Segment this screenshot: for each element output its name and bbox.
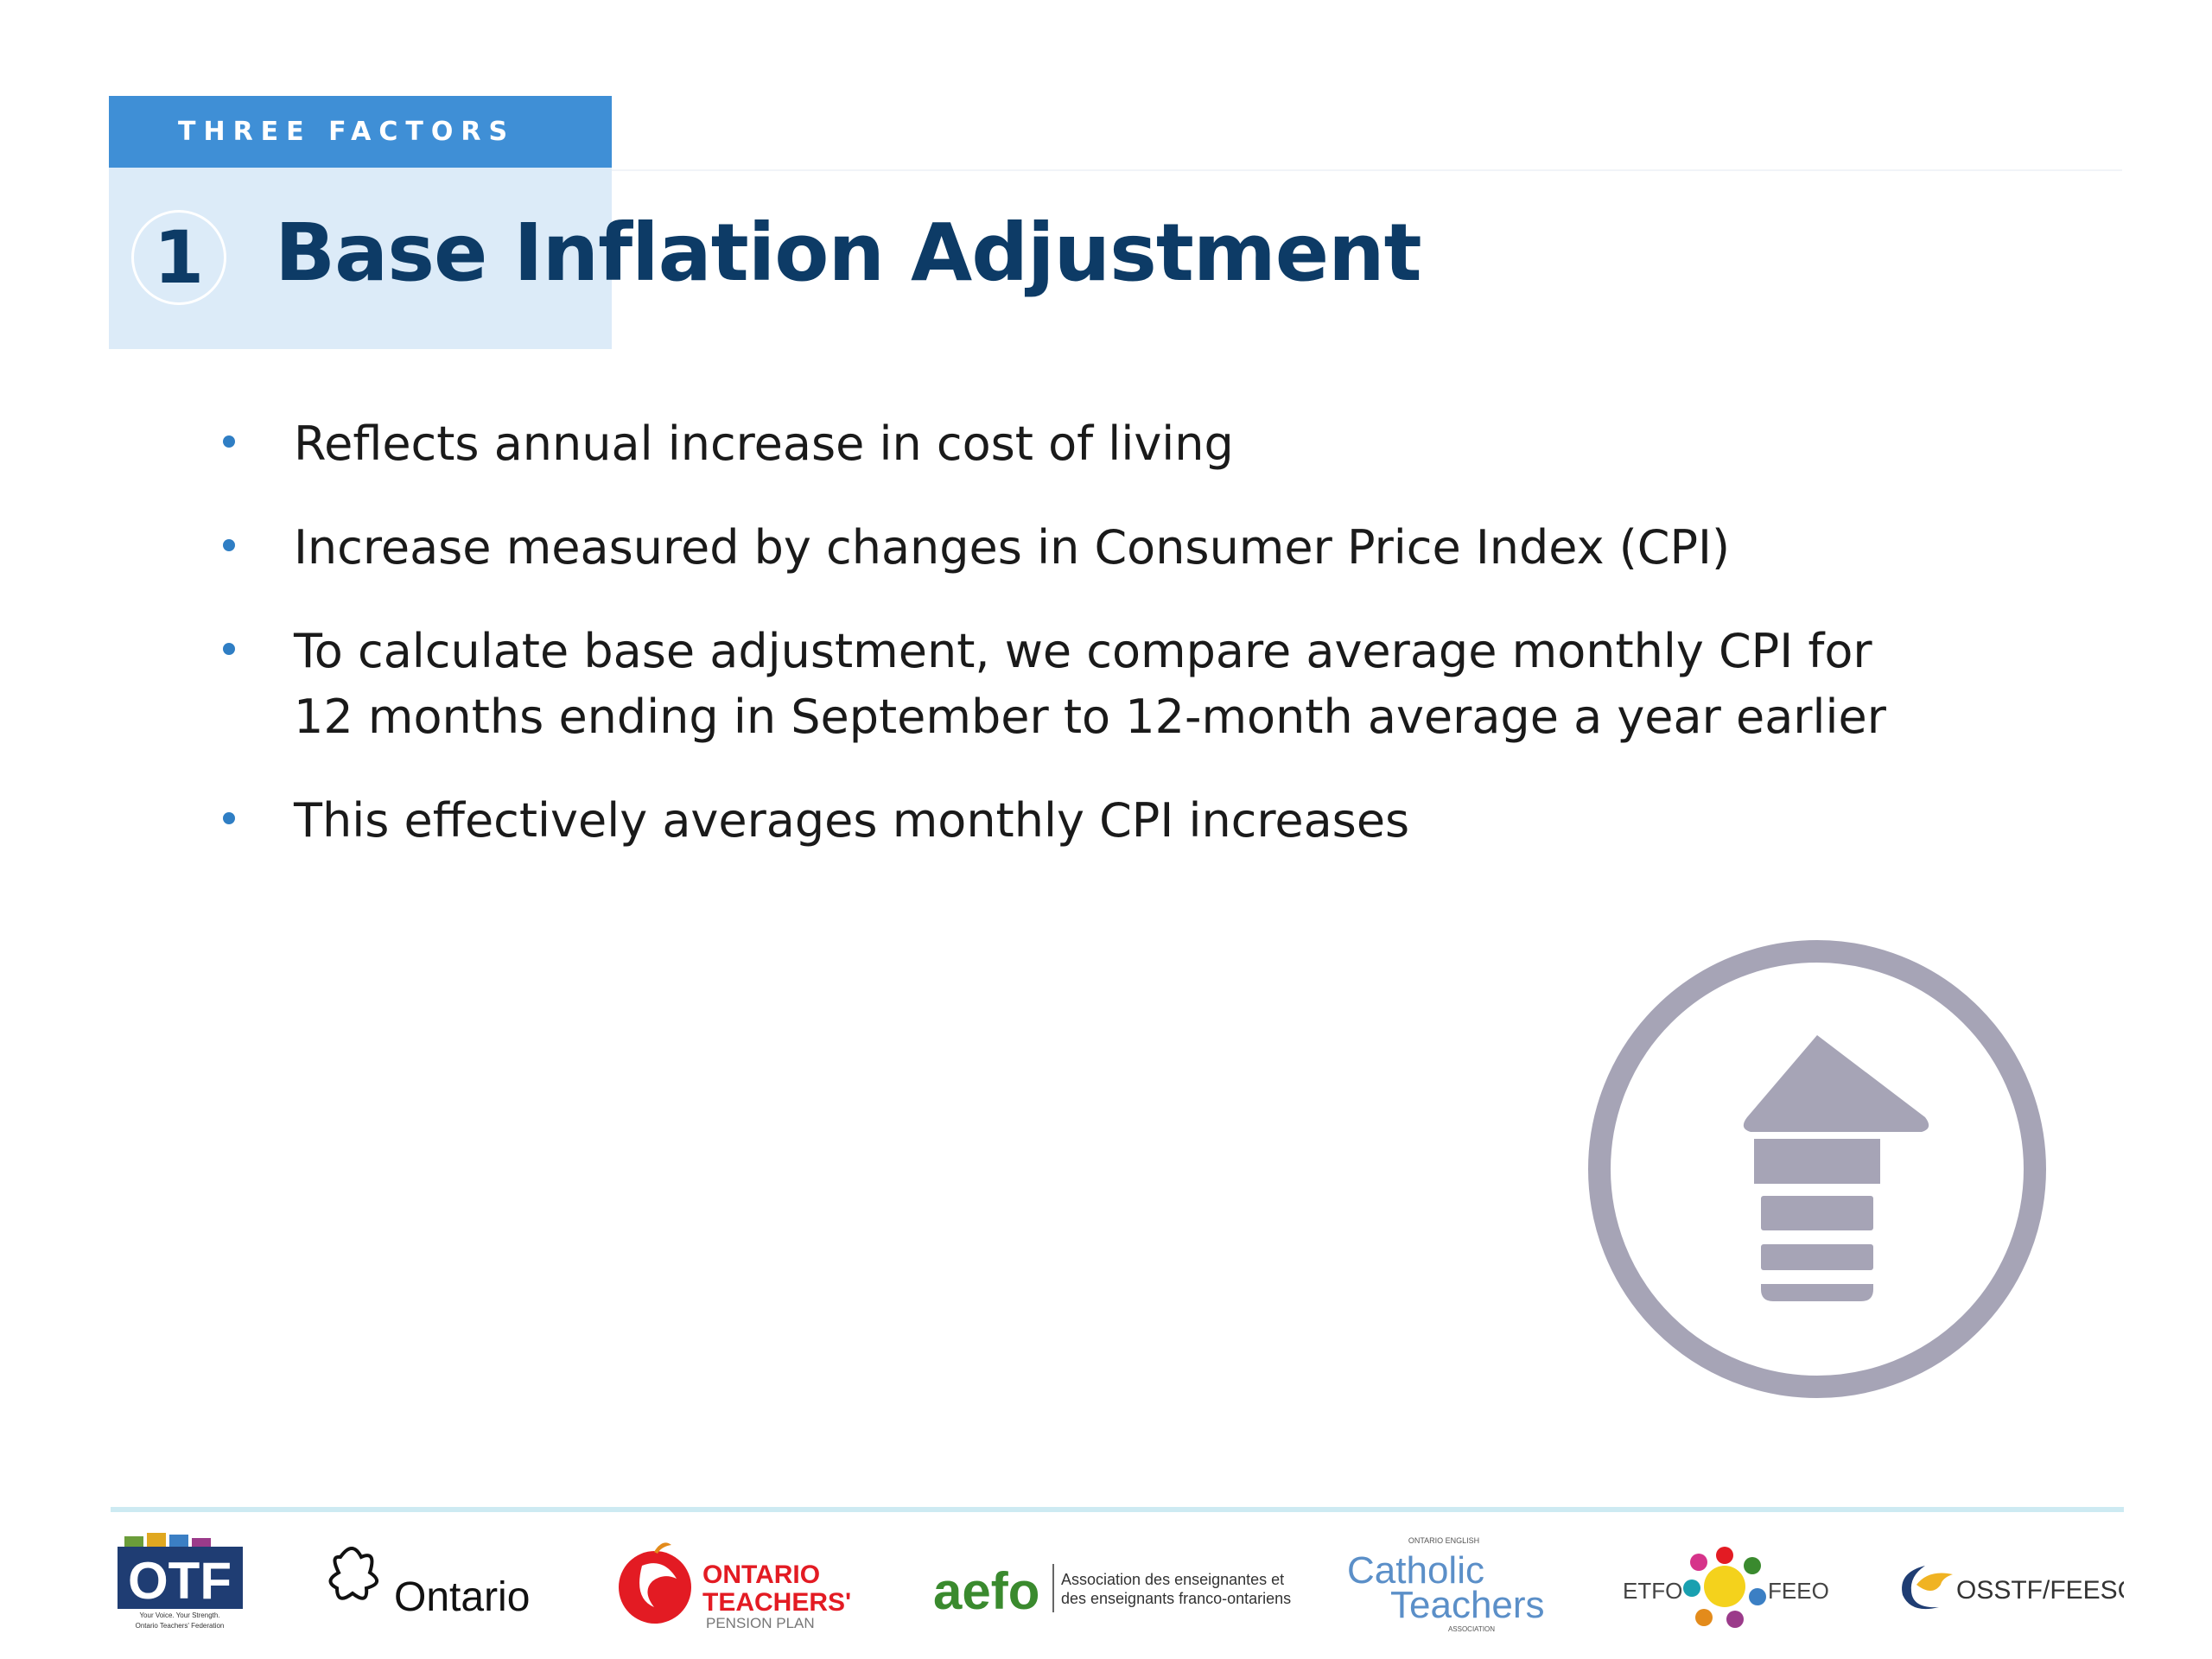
aefo-line2: des enseignants franco-ontariens bbox=[1061, 1590, 1291, 1607]
ottp-line3: PENSION PLAN bbox=[706, 1615, 815, 1631]
bullet-dot bbox=[223, 812, 235, 824]
bullet-item: This effectively averages monthly CPI in… bbox=[223, 788, 1908, 854]
bullet-text: This effectively averages monthly CPI in… bbox=[294, 793, 1410, 848]
otf-tagline: Your Voice. Your Strength. bbox=[139, 1611, 219, 1619]
ottp-logo: ONTARIO TEACHERS' PENSION PLAN bbox=[619, 1542, 851, 1631]
bullet-dot bbox=[223, 643, 235, 655]
bullet-dot bbox=[223, 539, 235, 551]
footer-rule bbox=[111, 1507, 2124, 1512]
otf-subtitle: Ontario Teachers' Federation bbox=[136, 1622, 225, 1630]
aefo-logo: aefo Association des enseignantes et des… bbox=[933, 1562, 1291, 1620]
etfo-left: ETFO bbox=[1623, 1578, 1682, 1604]
section-number: 1 bbox=[131, 210, 226, 305]
etfo-right: FEEO bbox=[1768, 1578, 1829, 1604]
bullet-item: To calculate base adjustment, we compare… bbox=[223, 619, 1908, 750]
up-arrow-circle-icon bbox=[1588, 940, 2046, 1398]
oecta-line1: Catholic bbox=[1347, 1549, 1484, 1592]
etfo-logo: ETFO FEEO bbox=[1623, 1547, 1829, 1628]
bullet-text: Reflects annual increase in cost of livi… bbox=[294, 416, 1234, 471]
ontario-text: Ontario bbox=[394, 1574, 530, 1620]
bullet-item: Reflects annual increase in cost of livi… bbox=[223, 411, 1908, 477]
ottp-line1: ONTARIO bbox=[702, 1560, 820, 1589]
bullet-text-line: 12 months ending in September to 12-mont… bbox=[294, 690, 1886, 744]
bullet-dot bbox=[223, 435, 235, 448]
osstf-text: OSSTF/FEESO bbox=[1956, 1576, 2124, 1605]
oecta-logo: ONTARIO ENGLISH Catholic Teachers ASSOCI… bbox=[1347, 1536, 1545, 1633]
otf-logo: OTF Your Voice. Your Strength. Ontario T… bbox=[118, 1533, 243, 1630]
title-rule bbox=[109, 169, 2122, 171]
oecta-top: ONTARIO ENGLISH bbox=[1408, 1536, 1479, 1545]
oecta-bottom: ASSOCIATION bbox=[1448, 1625, 1495, 1633]
ottp-line2: TEACHERS' bbox=[702, 1588, 851, 1617]
slide-title: Base Inflation Adjustment bbox=[275, 207, 1422, 299]
section-tag: THREE FACTORS bbox=[109, 96, 612, 168]
osstf-logo: OSSTF/FEESO bbox=[1902, 1566, 2124, 1610]
partner-logos: OTF Your Voice. Your Strength. Ontario T… bbox=[111, 1531, 2124, 1635]
aefo-line1: Association des enseignantes et bbox=[1061, 1571, 1284, 1588]
oecta-line2: Teachers bbox=[1390, 1584, 1545, 1626]
bullet-text: Increase measured by changes in Consumer… bbox=[294, 520, 1731, 575]
bullet-text-line: To calculate base adjustment, we compare… bbox=[294, 624, 1872, 678]
ontario-logo: Ontario bbox=[328, 1547, 530, 1620]
aefo-mark: aefo bbox=[933, 1562, 1039, 1620]
otf-mark: OTF bbox=[128, 1552, 232, 1610]
bullet-list: Reflects annual increase in cost of livi… bbox=[223, 411, 1908, 892]
bullet-item: Increase measured by changes in Consumer… bbox=[223, 515, 1908, 581]
